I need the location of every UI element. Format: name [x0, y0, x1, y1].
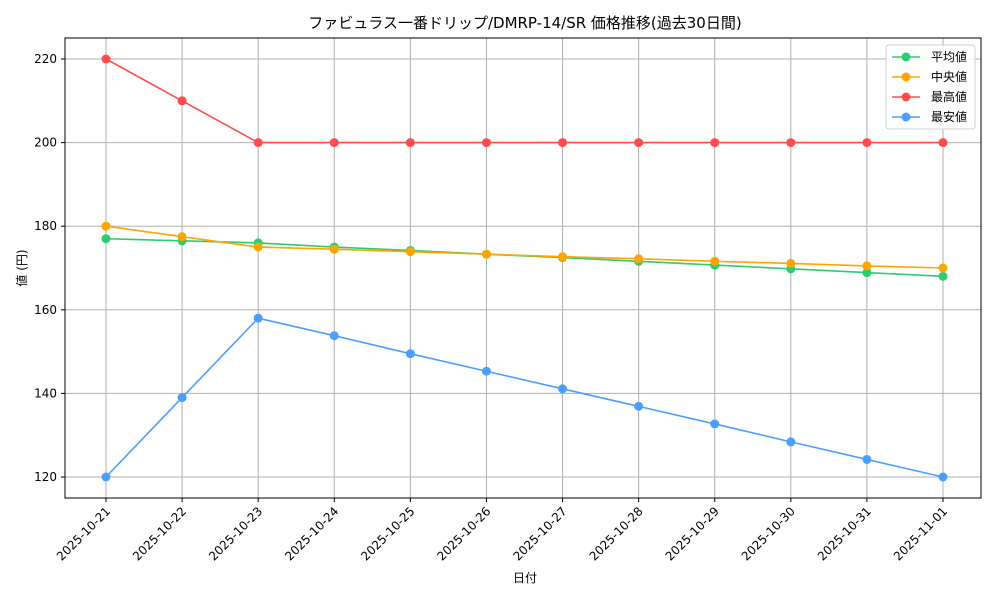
data-point	[558, 252, 568, 262]
data-point	[710, 256, 720, 266]
data-point	[938, 472, 948, 482]
series-line	[105, 58, 943, 144]
series-line	[105, 225, 944, 269]
x-tick-label: 2025-10-22	[130, 504, 189, 563]
legend-box	[885, 44, 976, 130]
series-0	[101, 234, 948, 281]
data-point	[862, 454, 872, 464]
data-point	[786, 258, 796, 268]
legend-item: 最安値	[892, 109, 967, 124]
x-tick-label: 2025-10-27	[510, 504, 569, 563]
data-point	[938, 138, 948, 148]
data-point	[786, 437, 796, 447]
data-point	[558, 138, 568, 148]
x-tick-label: 2025-10-30	[739, 504, 798, 563]
series-3	[101, 313, 948, 482]
x-tick-label: 2025-11-01	[891, 504, 950, 563]
data-point	[634, 138, 644, 148]
x-tick-label: 2025-10-23	[206, 504, 265, 563]
series-line	[105, 237, 944, 278]
data-point	[481, 366, 491, 376]
data-point	[405, 349, 415, 359]
x-axis-label: 日付	[513, 571, 537, 585]
series-lines	[101, 54, 948, 482]
legend-marker-icon	[901, 52, 911, 62]
data-point	[101, 234, 111, 244]
x-tick-label: 2025-10-25	[358, 504, 417, 563]
data-point	[329, 138, 339, 148]
y-tick-label: 140	[34, 386, 57, 400]
data-point	[481, 249, 491, 259]
data-point	[634, 254, 644, 264]
series-1	[101, 221, 948, 273]
plot-area-frame	[64, 37, 982, 499]
y-tick-label: 160	[34, 303, 57, 317]
data-point	[101, 54, 111, 64]
data-point	[405, 247, 415, 257]
legend-marker-icon	[901, 112, 911, 122]
data-point	[101, 221, 111, 231]
data-point	[786, 138, 796, 148]
series-line	[105, 317, 944, 478]
legend-marker-icon	[901, 72, 911, 82]
grid-lines	[65, 38, 981, 498]
data-point	[101, 472, 111, 482]
series-2	[101, 54, 948, 148]
y-axis-ticks: 120 140 160 180 200 220	[34, 52, 65, 484]
legend-label: 中央値	[931, 69, 967, 84]
data-point	[329, 331, 339, 341]
y-axis-label: 値 (円)	[14, 249, 29, 286]
chart-title: ファビュラス一番ドリップ/DMRP-14/SR 価格推移(過去30日間)	[308, 14, 741, 32]
data-point	[710, 419, 720, 429]
x-axis-ticks: 2025-10-21 2025-10-22 2025-10-23 2025-10-24…	[54, 498, 950, 563]
x-tick-label: 2025-10-24	[282, 504, 341, 563]
x-tick-label: 2025-10-29	[663, 504, 722, 563]
legend-label: 最安値	[931, 109, 967, 124]
legend-label: 最高値	[931, 89, 967, 104]
x-tick-label: 2025-10-31	[815, 504, 874, 563]
x-tick-label: 2025-10-21	[54, 504, 113, 563]
data-point	[481, 138, 491, 148]
y-tick-label: 120	[34, 470, 57, 484]
data-point	[177, 393, 187, 403]
data-point	[253, 313, 263, 323]
data-point	[177, 232, 187, 242]
legend-item: 平均値	[892, 49, 967, 64]
y-tick-label: 200	[34, 136, 57, 150]
legend-marker-icon	[901, 92, 911, 102]
data-point	[938, 263, 948, 273]
data-point	[938, 271, 948, 281]
data-point	[253, 138, 263, 148]
data-point	[862, 138, 872, 148]
x-tick-label: 2025-10-28	[587, 504, 646, 563]
data-point	[329, 244, 339, 254]
data-point	[862, 268, 872, 278]
data-point	[405, 138, 415, 148]
y-tick-label: 180	[34, 219, 57, 233]
data-point	[710, 138, 720, 148]
data-point	[862, 261, 872, 271]
x-tick-label: 2025-10-26	[434, 504, 493, 563]
data-point	[634, 401, 644, 411]
data-point	[177, 96, 187, 106]
legend-label: 平均値	[931, 49, 967, 64]
data-point	[253, 242, 263, 252]
legend-item: 最高値	[892, 89, 967, 104]
data-point	[558, 384, 568, 394]
legend-item: 中央値	[892, 69, 967, 84]
y-tick-label: 220	[34, 52, 57, 66]
